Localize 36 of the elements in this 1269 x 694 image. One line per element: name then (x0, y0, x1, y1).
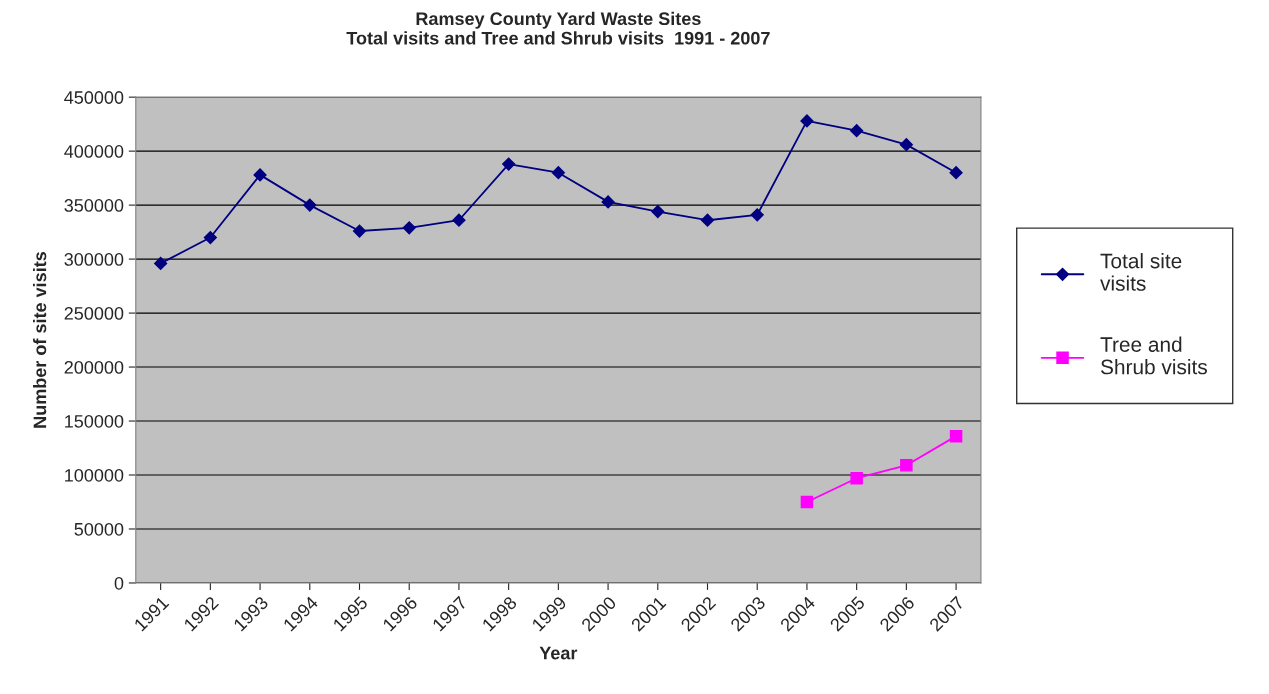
y-tick-label: 350000 (64, 199, 124, 212)
point (800, 495, 814, 509)
chart-title: Ramsey County Yard Waste Sites Total visits and Tree and Shrub visits 1991 - 2007 (346, 11, 770, 45)
y-tick-label: 250000 (64, 307, 124, 320)
point (253, 168, 267, 182)
legend-label: Tree and Shrub visits (1100, 336, 1207, 375)
point (303, 198, 317, 212)
point (750, 208, 764, 222)
point (551, 166, 565, 180)
point (452, 213, 466, 227)
y-tick-label: 450000 (64, 91, 124, 104)
legend-label: Total site visits (1100, 253, 1182, 291)
y-tick-label: 200000 (64, 360, 124, 374)
y-tick-label: 400000 (64, 145, 124, 158)
y-tick-label: 50000 (74, 522, 124, 536)
point (900, 459, 913, 472)
y-tick-label: 150000 (65, 414, 124, 428)
point (203, 230, 217, 245)
point (800, 114, 814, 128)
point (352, 224, 367, 238)
point (154, 256, 168, 270)
point (850, 124, 864, 138)
y-tick-label: 300000 (64, 253, 124, 266)
x-axis-title: Year (539, 646, 578, 660)
point (601, 195, 615, 209)
y-axis-title: Number of site visits (33, 252, 47, 428)
point (949, 166, 963, 180)
point (899, 138, 913, 152)
point (700, 213, 715, 227)
point (402, 221, 416, 235)
point (651, 205, 665, 219)
point (850, 471, 863, 485)
point (502, 157, 516, 171)
point (949, 429, 963, 443)
y-tick-label: 0 (114, 576, 124, 590)
y-tick-label: 100000 (65, 468, 124, 482)
